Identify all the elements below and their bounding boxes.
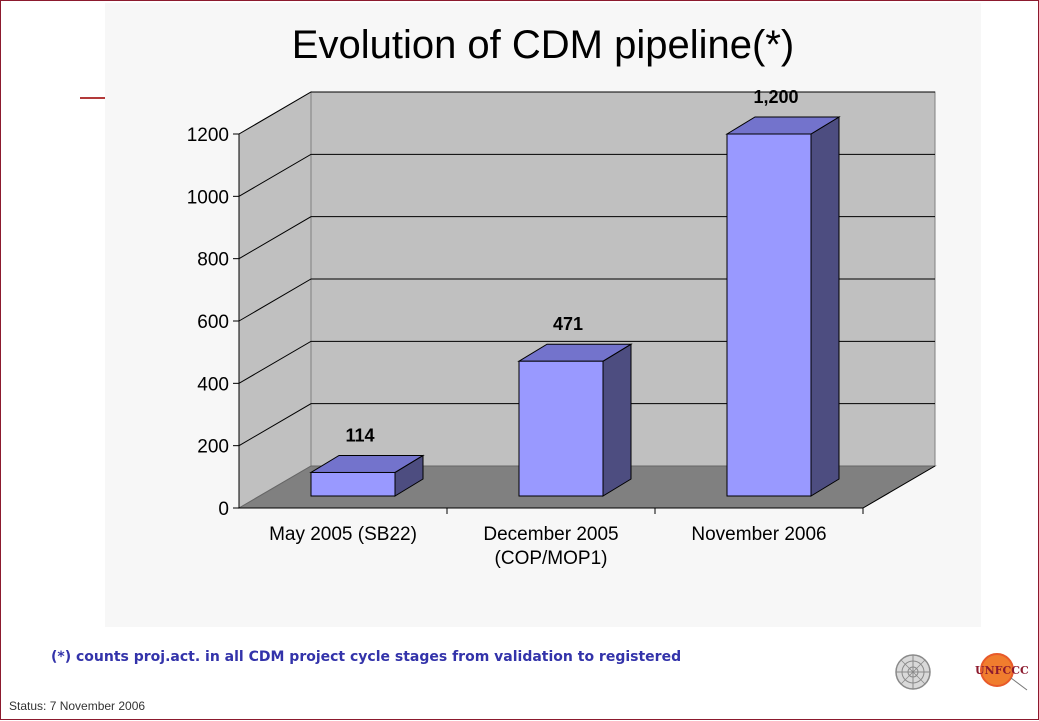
bar bbox=[726, 133, 812, 497]
data-label: 471 bbox=[553, 314, 583, 334]
x-tick-label: November 2006 bbox=[691, 524, 826, 545]
y-tick-label: 1000 bbox=[187, 187, 229, 208]
data-label: 1,200 bbox=[753, 87, 798, 107]
y-tick-label: 800 bbox=[197, 250, 229, 271]
bar-side bbox=[602, 343, 632, 497]
x-tick-label: (COP/MOP1) bbox=[495, 548, 608, 569]
unfccc-logo: UNFCCC bbox=[975, 653, 1029, 691]
accent-line bbox=[80, 97, 106, 99]
y-tick-label: 600 bbox=[197, 312, 229, 333]
status-text: Status: 7 November 2006 bbox=[9, 699, 146, 713]
x-tick-label: December 2005 bbox=[483, 524, 618, 545]
gridline bbox=[238, 91, 935, 135]
y-tick-label: 0 bbox=[218, 499, 229, 520]
bar bbox=[518, 360, 604, 497]
logos: UNFCCC bbox=[895, 653, 1029, 691]
floor-edge bbox=[862, 465, 936, 509]
footnote: (*) counts proj.act. in all CDM project … bbox=[51, 649, 682, 665]
y-tick-label: 400 bbox=[197, 374, 229, 395]
slide-title: Evolution of CDM pipeline(*) bbox=[291, 23, 795, 67]
data-label: 114 bbox=[345, 425, 374, 445]
bar-side bbox=[810, 116, 840, 497]
y-tick-label: 1200 bbox=[187, 125, 229, 146]
un-emblem-icon bbox=[895, 654, 931, 690]
x-tick-label: May 2005 (SB22) bbox=[269, 524, 417, 545]
unfccc-text: UNFCCC bbox=[975, 664, 1029, 677]
bar bbox=[310, 471, 396, 497]
y-tick-label: 200 bbox=[197, 437, 229, 458]
title-panel bbox=[105, 3, 981, 89]
